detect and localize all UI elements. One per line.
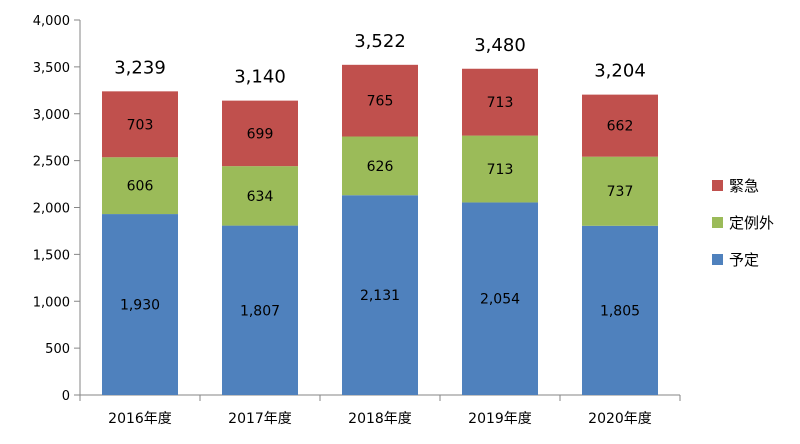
legend-label: 定例外 bbox=[729, 214, 774, 232]
bar-segment bbox=[582, 225, 658, 395]
bar-segment bbox=[342, 136, 418, 196]
data-label: 765 bbox=[367, 94, 394, 110]
bar-segment bbox=[582, 94, 658, 157]
y-tick-label: 2,000 bbox=[33, 202, 70, 217]
data-label: 713 bbox=[487, 95, 514, 111]
total-label: 3,522 bbox=[354, 31, 406, 52]
bar-segment bbox=[342, 195, 418, 395]
total-label: 3,239 bbox=[114, 57, 166, 78]
data-label: 737 bbox=[607, 184, 634, 200]
bar-segment bbox=[222, 166, 298, 226]
legend-label: 緊急 bbox=[729, 177, 759, 195]
data-label: 2,131 bbox=[360, 288, 400, 304]
data-label: 703 bbox=[127, 117, 154, 133]
data-label: 606 bbox=[127, 179, 154, 195]
bar-segment bbox=[102, 214, 178, 395]
bar-segment bbox=[462, 68, 538, 136]
y-tick-label: 3,000 bbox=[33, 108, 70, 123]
legend-label: 予定 bbox=[729, 251, 759, 269]
x-tick-label: 2020年度 bbox=[588, 411, 652, 427]
data-label: 662 bbox=[607, 119, 634, 135]
chart-labels: 1,930 606 703 3,239 1,807 634 699 3,140 2,131 626… bbox=[114, 31, 646, 320]
data-label: 1,930 bbox=[120, 298, 160, 314]
data-label: 2,054 bbox=[480, 292, 520, 308]
bar-segment bbox=[462, 135, 538, 203]
y-tick-label: 0 bbox=[62, 389, 70, 404]
bar-segment bbox=[222, 225, 298, 395]
data-label: 1,805 bbox=[600, 303, 640, 319]
total-label: 3,204 bbox=[594, 61, 646, 82]
x-tick-label: 2016年度 bbox=[108, 411, 172, 427]
bar-segment bbox=[102, 91, 178, 158]
y-tick-label: 2,500 bbox=[33, 155, 70, 170]
data-label: 699 bbox=[247, 126, 274, 142]
y-tick-label: 500 bbox=[45, 342, 70, 357]
x-tick-label: 2019年度 bbox=[468, 411, 532, 427]
legend-swatch bbox=[712, 254, 723, 265]
chart-bars bbox=[102, 64, 658, 395]
chart-axes: 0 500 1,000 1,500 2,000 2,500 3,000 3,500 4,000 2… bbox=[33, 14, 681, 427]
y-tick-label: 1,500 bbox=[33, 248, 70, 263]
x-tick-label: 2018年度 bbox=[348, 411, 412, 427]
data-label: 713 bbox=[487, 162, 514, 178]
y-tick-label: 3,500 bbox=[33, 61, 70, 76]
bar-segment bbox=[342, 64, 418, 137]
legend-swatch bbox=[712, 217, 723, 228]
total-label: 3,140 bbox=[234, 67, 286, 88]
data-label: 626 bbox=[367, 159, 394, 175]
legend-swatch bbox=[712, 180, 723, 191]
y-tick-label: 4,000 bbox=[33, 14, 70, 29]
total-label: 3,480 bbox=[474, 35, 526, 56]
bar-segment bbox=[582, 156, 658, 226]
bar-segment bbox=[102, 157, 178, 215]
bar-segment bbox=[462, 202, 538, 395]
data-label: 1,807 bbox=[240, 303, 280, 319]
y-tick-label: 1,000 bbox=[33, 295, 70, 310]
x-tick-label: 2017年度 bbox=[228, 411, 292, 427]
data-label: 634 bbox=[247, 189, 274, 205]
bar-segment bbox=[222, 100, 298, 167]
